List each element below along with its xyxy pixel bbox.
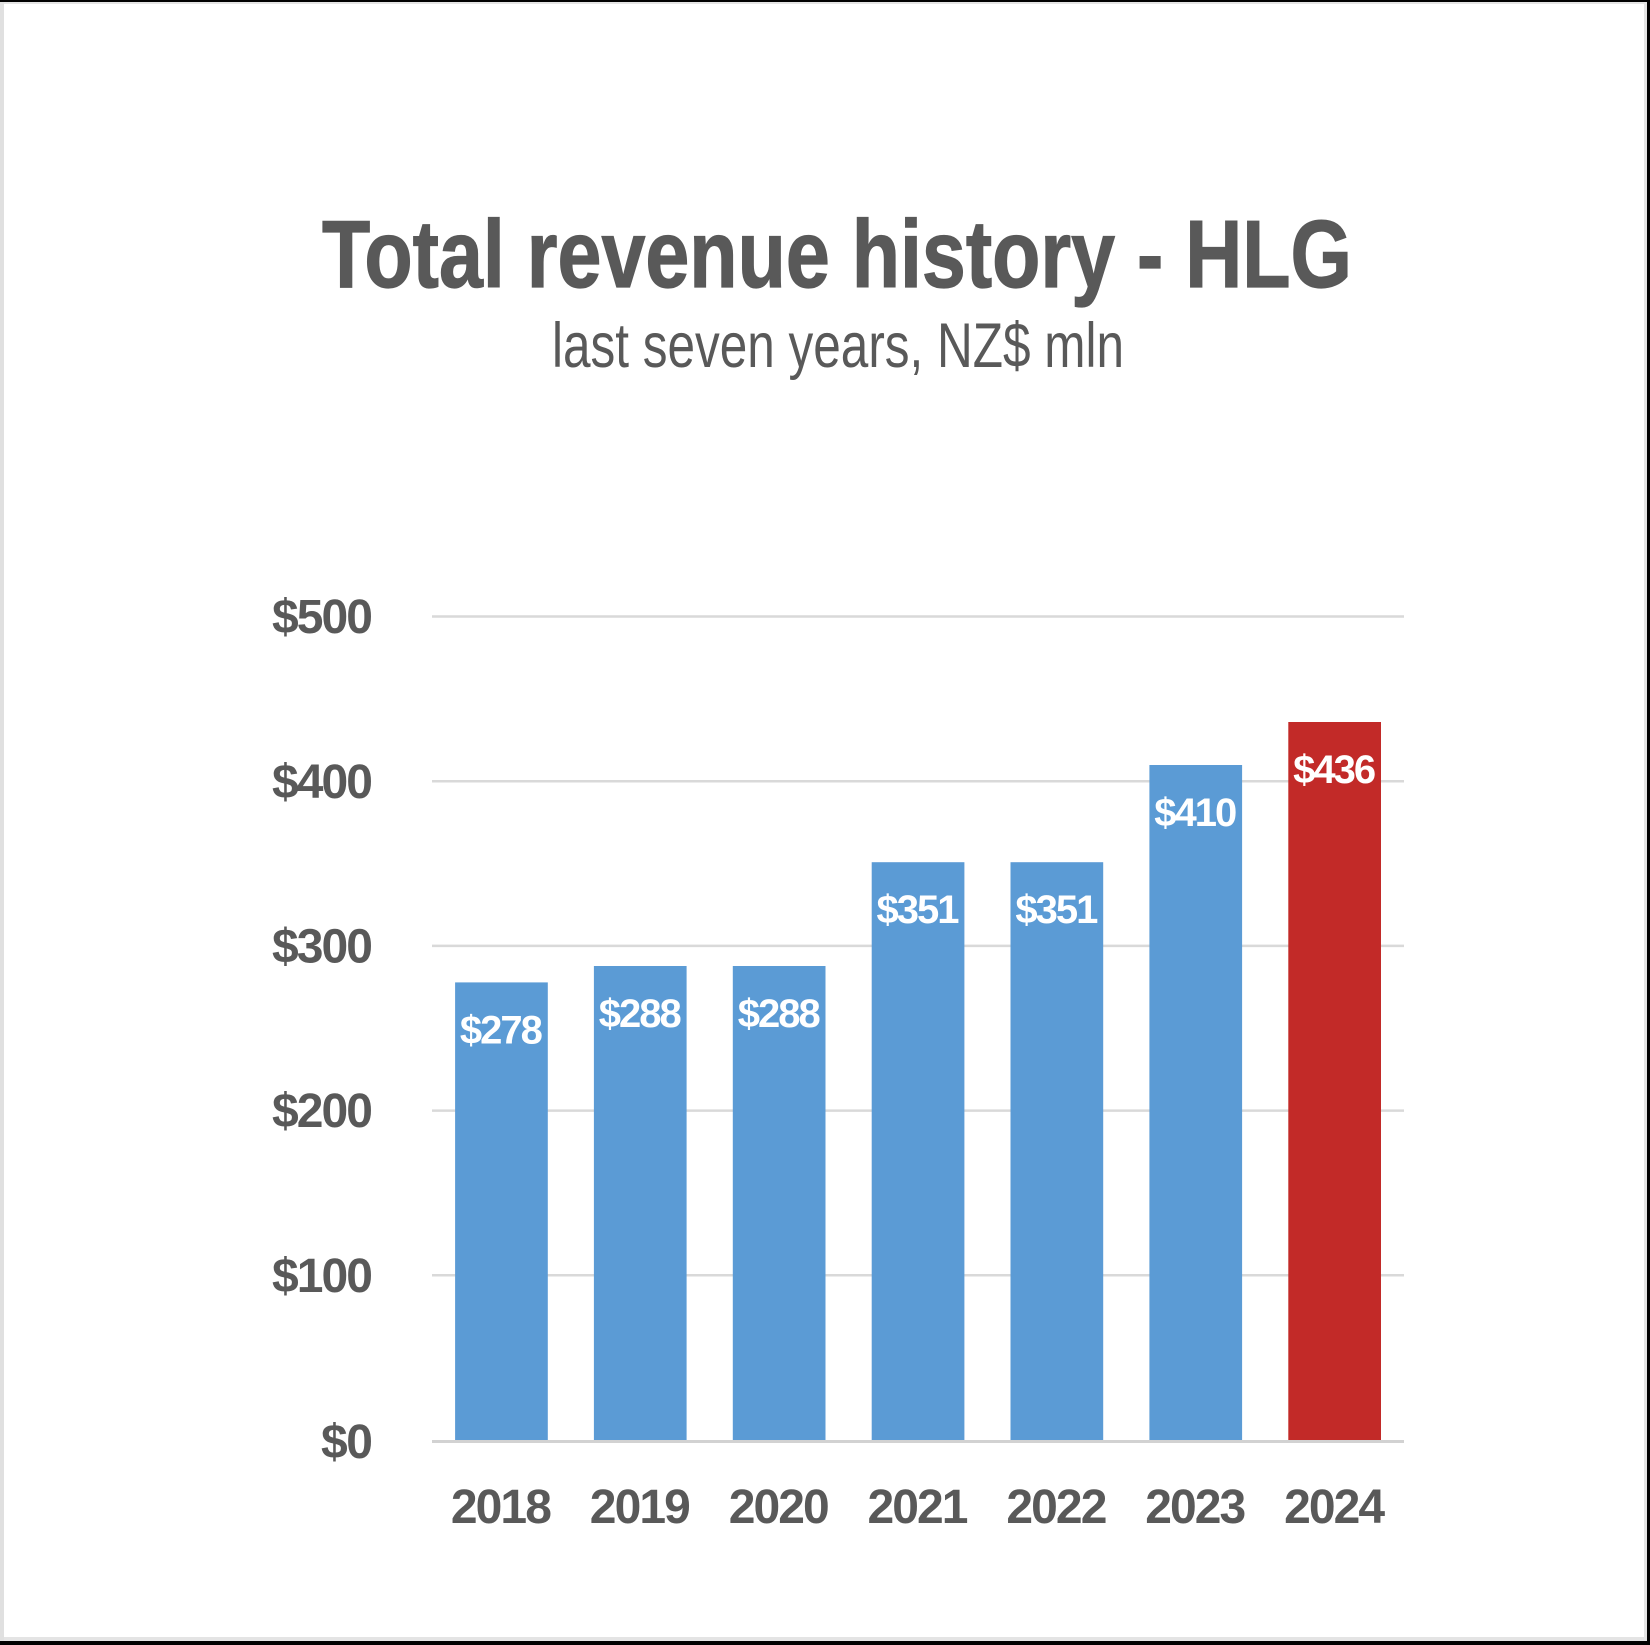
svg-text:$0: $0 — [321, 1416, 373, 1469]
svg-text:2022: 2022 — [1006, 1481, 1107, 1534]
svg-text:2018: 2018 — [451, 1481, 552, 1534]
svg-text:$500: $500 — [272, 591, 373, 644]
svg-text:2024: 2024 — [1284, 1481, 1385, 1534]
svg-text:$288: $288 — [738, 992, 821, 1036]
svg-text:$278: $278 — [460, 1008, 543, 1052]
svg-text:$351: $351 — [877, 888, 960, 932]
svg-text:Total revenue history - HLG: Total revenue history - HLG — [322, 201, 1352, 308]
svg-text:last seven years, NZ$ mln: last seven years, NZ$ mln — [552, 311, 1124, 381]
svg-text:$200: $200 — [272, 1085, 373, 1138]
svg-text:$400: $400 — [272, 756, 373, 809]
svg-text:$300: $300 — [272, 921, 373, 974]
svg-text:$351: $351 — [1015, 888, 1098, 932]
svg-text:$436: $436 — [1293, 748, 1376, 792]
svg-text:2019: 2019 — [590, 1481, 691, 1534]
svg-text:2023: 2023 — [1145, 1481, 1246, 1534]
svg-text:2020: 2020 — [729, 1481, 830, 1534]
svg-text:2021: 2021 — [868, 1481, 969, 1534]
svg-text:$100: $100 — [272, 1250, 373, 1303]
svg-text:$288: $288 — [599, 992, 682, 1036]
svg-text:$410: $410 — [1154, 791, 1237, 835]
